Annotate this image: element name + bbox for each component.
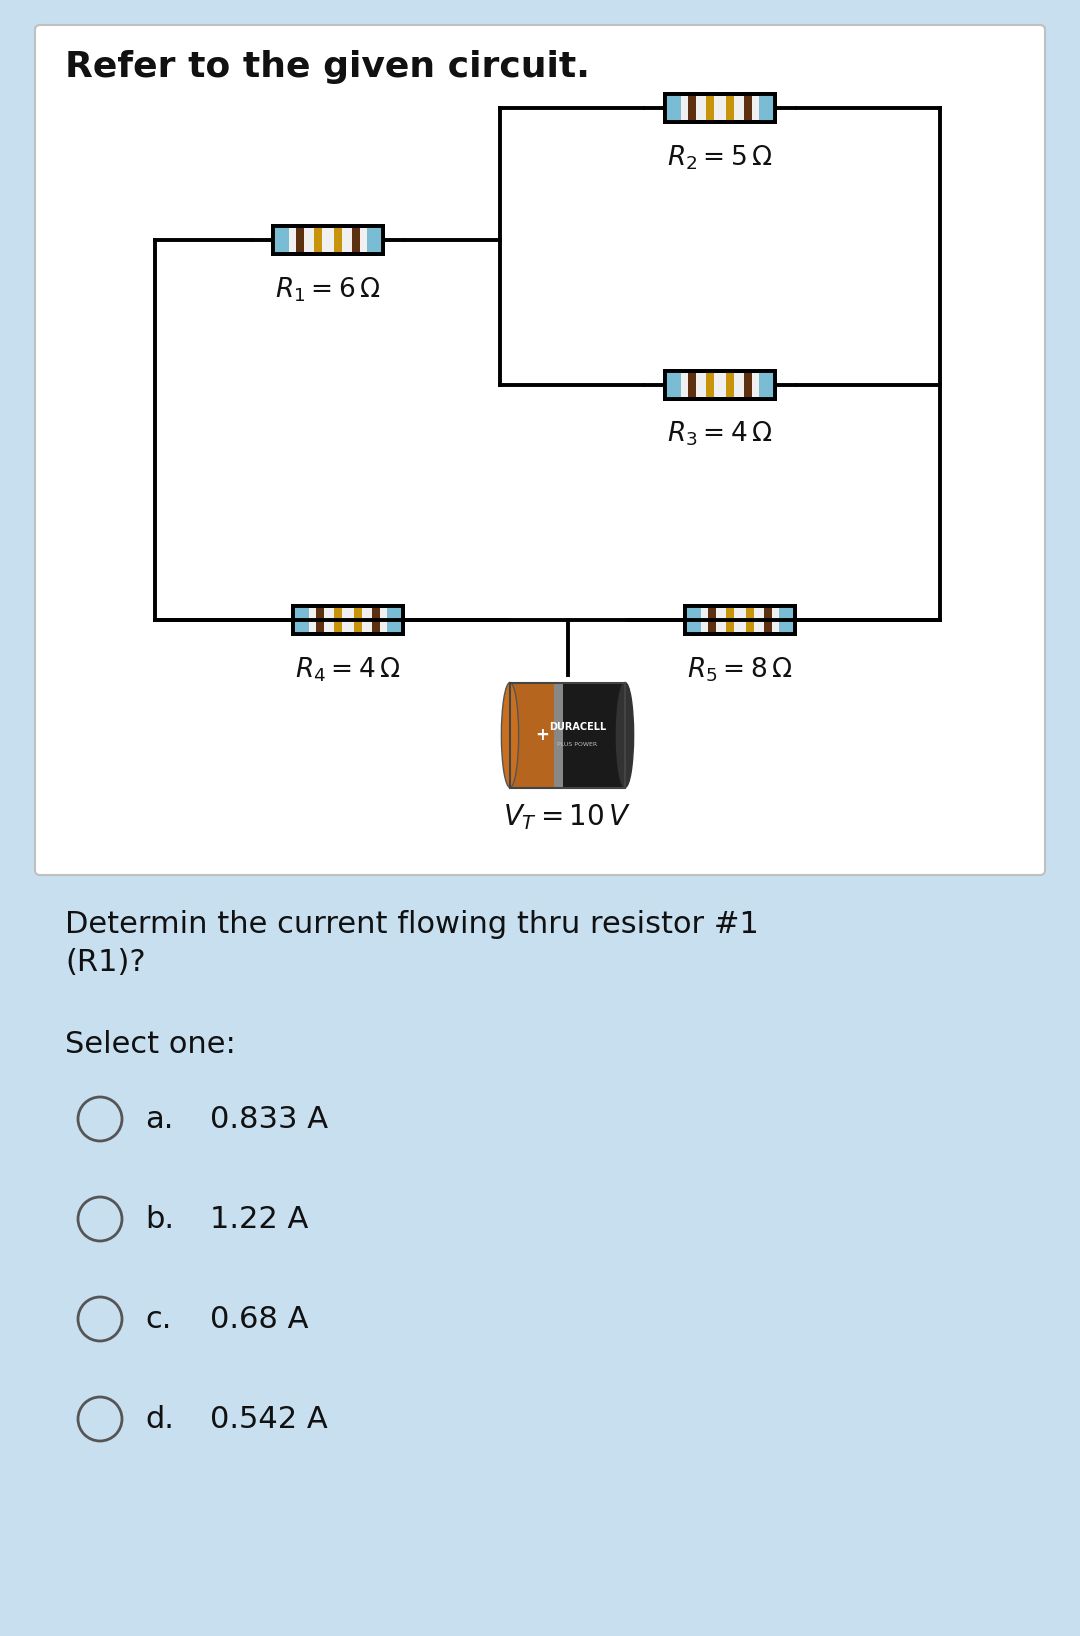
Bar (272, 226, 382, 254)
Text: Determin the current flowing thru resistor #1: Determin the current flowing thru resist… (65, 910, 759, 939)
Bar (744, 93, 752, 123)
Bar (685, 605, 701, 635)
Bar (315, 605, 324, 635)
Bar (510, 682, 558, 787)
Bar (746, 605, 754, 635)
Bar (296, 226, 303, 254)
Bar (313, 226, 322, 254)
Bar (665, 371, 775, 399)
Bar (665, 93, 775, 123)
Ellipse shape (617, 682, 634, 787)
Text: b.: b. (145, 1204, 174, 1234)
Text: +: + (536, 726, 549, 744)
Bar (708, 605, 716, 635)
Text: 1.22 A: 1.22 A (210, 1204, 309, 1234)
Bar (764, 605, 772, 635)
Text: (R1)?: (R1)? (65, 947, 146, 977)
Text: Refer to the given circuit.: Refer to the given circuit. (65, 51, 590, 83)
Bar (726, 371, 734, 399)
Bar (366, 226, 382, 254)
Bar (688, 371, 696, 399)
Bar (726, 605, 734, 635)
Text: $R_2 = 5\,\Omega$: $R_2 = 5\,\Omega$ (667, 142, 772, 172)
Text: $R_1 = 6\,\Omega$: $R_1 = 6\,\Omega$ (274, 275, 380, 304)
Bar (293, 605, 403, 635)
Text: $R_4 = 4\,\Omega$: $R_4 = 4\,\Omega$ (295, 654, 401, 684)
Ellipse shape (501, 682, 518, 787)
Text: a.: a. (145, 1104, 174, 1134)
Text: PLUS POWER: PLUS POWER (557, 743, 597, 748)
Bar (665, 93, 775, 123)
Bar (744, 371, 752, 399)
Text: $R_5 = 8\,\Omega$: $R_5 = 8\,\Omega$ (687, 654, 793, 684)
Bar (706, 371, 714, 399)
Text: $R_3 = 4\,\Omega$: $R_3 = 4\,\Omega$ (667, 420, 772, 448)
Bar (272, 226, 382, 254)
Bar (293, 605, 309, 635)
Bar (779, 605, 795, 635)
Bar (334, 226, 341, 254)
Bar (706, 93, 714, 123)
FancyBboxPatch shape (35, 25, 1045, 875)
Bar (334, 605, 341, 635)
Bar (351, 226, 360, 254)
Text: Select one:: Select one: (65, 1031, 235, 1058)
Bar (554, 682, 563, 787)
Bar (759, 93, 775, 123)
Text: 0.833 A: 0.833 A (210, 1104, 328, 1134)
Bar (293, 605, 403, 635)
Text: 0.68 A: 0.68 A (210, 1304, 309, 1333)
Bar (272, 226, 288, 254)
Text: DURACELL: DURACELL (549, 721, 606, 731)
Bar (688, 93, 696, 123)
Bar (665, 93, 681, 123)
Bar (759, 371, 775, 399)
Text: $V_T = 10\,V$: $V_T = 10\,V$ (503, 803, 632, 833)
Bar (665, 371, 775, 399)
Text: d.: d. (145, 1404, 174, 1433)
Text: 0.542 A: 0.542 A (210, 1404, 327, 1433)
Bar (353, 605, 362, 635)
Bar (665, 371, 681, 399)
Text: c.: c. (145, 1304, 172, 1333)
Bar (726, 93, 734, 123)
Bar (685, 605, 795, 635)
Bar (510, 682, 625, 787)
Bar (387, 605, 403, 635)
Bar (685, 605, 795, 635)
Bar (372, 605, 379, 635)
Bar (558, 682, 625, 787)
